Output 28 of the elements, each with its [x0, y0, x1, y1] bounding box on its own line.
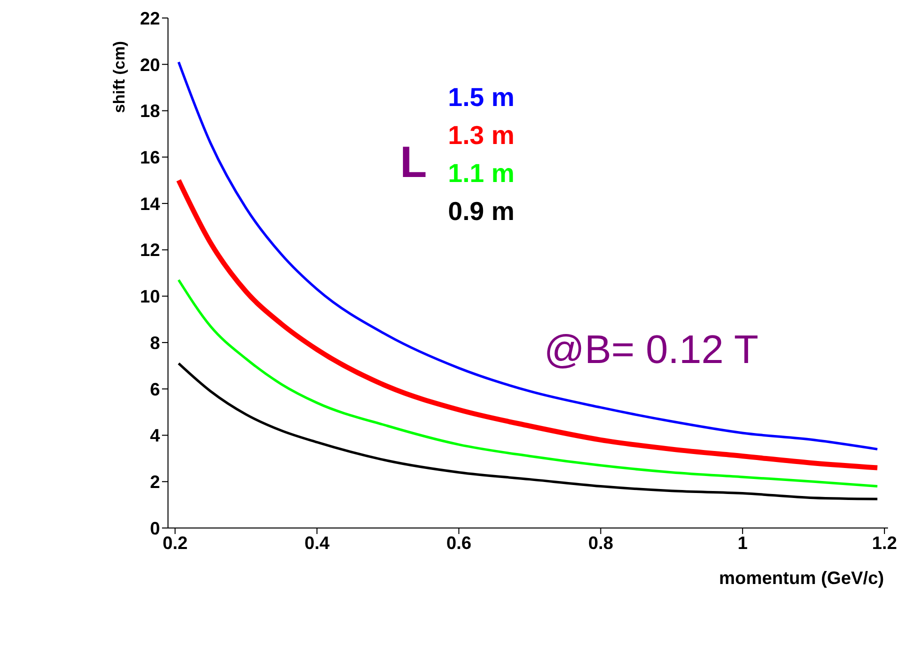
x-axis-title: momentum (GeV/c): [718, 568, 884, 588]
x-tick-label: 0.6: [446, 532, 472, 553]
line-series: [177, 60, 879, 450]
annotation: L: [400, 138, 427, 188]
y-tick-label: 20: [140, 54, 160, 75]
x-tick-label: 0.4: [304, 532, 330, 553]
x-tick-label: 1.2: [872, 532, 897, 553]
y-tick-label: 4: [150, 426, 160, 446]
y-tick-label: 16: [140, 147, 160, 168]
text: 1.3 m: [448, 119, 514, 152]
text: 1.1 m: [448, 157, 514, 190]
y-tick-label: 0: [150, 518, 160, 538]
y-tick-label: 2: [150, 472, 160, 492]
y-axis-title: shift (cm): [111, 41, 128, 113]
x-tick-label: 0.2: [162, 532, 188, 553]
y-tick-label: 6: [150, 379, 160, 400]
y-tick-label: 10: [140, 286, 160, 307]
annotation: @B= 0.12 T: [544, 328, 758, 373]
y-tick-label: 12: [140, 240, 160, 260]
line-series: [177, 278, 879, 488]
x-tick-label: 1: [738, 532, 748, 553]
y-tick-label: 8: [150, 332, 160, 353]
x-tick-label: 0.8: [588, 532, 614, 553]
y-tick-label: 14: [140, 194, 160, 214]
text: 1.5 m: [448, 81, 514, 114]
y-tick-label: 18: [140, 101, 160, 122]
y-tick-label: 22: [140, 8, 160, 28]
text: 0.9 m: [448, 195, 514, 228]
